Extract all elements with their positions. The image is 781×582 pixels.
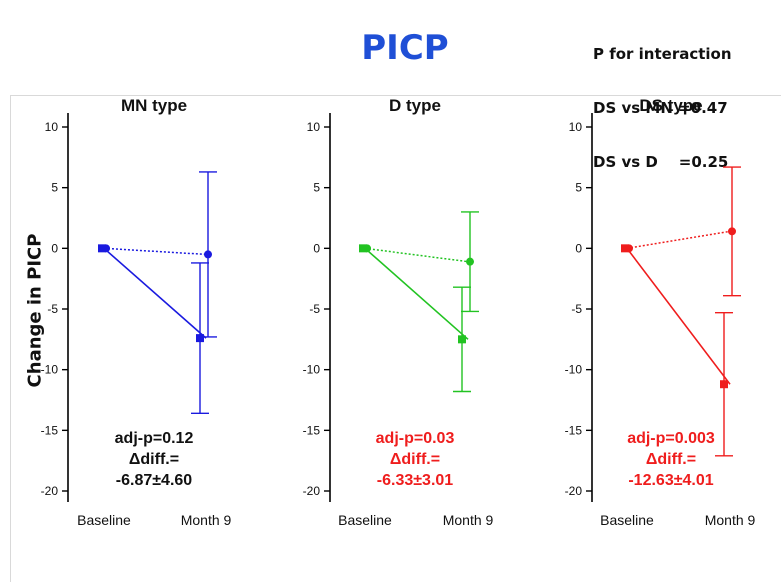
stats-annotation: -6.87±4.60 [116, 472, 192, 489]
y-tick-label: -15 [303, 423, 321, 437]
y-tick-label: -5 [47, 302, 58, 316]
data-point [458, 335, 466, 344]
data-point [621, 244, 629, 253]
y-tick-label: 5 [313, 181, 320, 195]
frame-top-line [10, 95, 781, 96]
y-tick-label: -20 [565, 484, 583, 498]
series-line-dotted [103, 247, 207, 256]
interaction-line: P for interaction [593, 45, 732, 63]
y-tick-label: -15 [565, 423, 583, 437]
stats-annotation: -12.63±4.01 [628, 472, 713, 489]
data-point [98, 244, 106, 253]
y-tick-label: -10 [565, 363, 583, 377]
y-tick-label: 10 [569, 120, 583, 134]
y-tick-label: 5 [51, 181, 58, 195]
y-tick-label: -20 [41, 484, 59, 498]
y-tick-label: -15 [41, 423, 59, 437]
y-tick-label: -10 [303, 363, 321, 377]
interaction-line: DS vs D =0.25 [593, 153, 729, 171]
x-tick-label: Month 9 [705, 512, 756, 528]
y-tick-label: -5 [309, 302, 320, 316]
chart-panel: DS type 10 5 0 -5 -10 -15 -20 Baseline Month 9 adj… [565, 96, 756, 528]
y-tick-label: 0 [313, 241, 320, 255]
stats-annotation: Δdiff.= [390, 451, 440, 468]
series-line-solid [364, 247, 469, 340]
x-tick-label: Month 9 [181, 512, 232, 528]
x-tick-label: Baseline [338, 512, 392, 528]
y-tick-label: -10 [41, 363, 59, 377]
series-line-dotted [364, 247, 469, 263]
data-point [196, 334, 204, 343]
x-tick-label: Baseline [600, 512, 654, 528]
figure-title: PICP [361, 28, 449, 68]
series-line-solid [626, 247, 731, 385]
stats-annotation: adj-p=0.003 [627, 430, 715, 447]
panel-title: D type [389, 96, 441, 115]
chart-panel: MN type 10 5 0 -5 -10 -15 -20 Baseline Month 9 adj… [41, 96, 232, 528]
stats-annotation: adj-p=0.12 [115, 430, 194, 447]
data-point [466, 257, 474, 266]
y-tick-label: 0 [575, 241, 582, 255]
frame-left-line [10, 95, 11, 582]
stats-annotation: Δdiff.= [646, 451, 696, 468]
data-point [728, 227, 736, 236]
series-line-dotted [626, 230, 731, 250]
stats-annotation: Δdiff.= [129, 451, 179, 468]
y-tick-label: 0 [51, 241, 58, 255]
panel-title: MN type [121, 96, 187, 115]
interaction-p-values: P for interaction DS vs MN =0.47 DS vs D… [593, 9, 732, 189]
panel-title: DS type [639, 96, 702, 115]
y-tick-label: -20 [303, 484, 321, 498]
y-tick-label: 5 [575, 181, 582, 195]
interaction-line: DS vs MN =0.47 [593, 99, 728, 117]
y-tick-label: 10 [45, 120, 59, 134]
x-tick-label: Baseline [77, 512, 131, 528]
stats-annotation: -6.33±3.01 [377, 472, 453, 489]
y-tick-label: -5 [571, 302, 582, 316]
series-line-solid [103, 247, 207, 339]
data-point [204, 250, 212, 259]
chart-panel: D type 10 5 0 -5 -10 -15 -20 Baseline Month 9 adj-… [303, 96, 494, 528]
x-tick-label: Month 9 [443, 512, 494, 528]
stats-annotation: adj-p=0.03 [376, 430, 455, 447]
data-point [359, 244, 367, 253]
y-tick-label: 10 [307, 120, 321, 134]
data-point [720, 380, 728, 389]
